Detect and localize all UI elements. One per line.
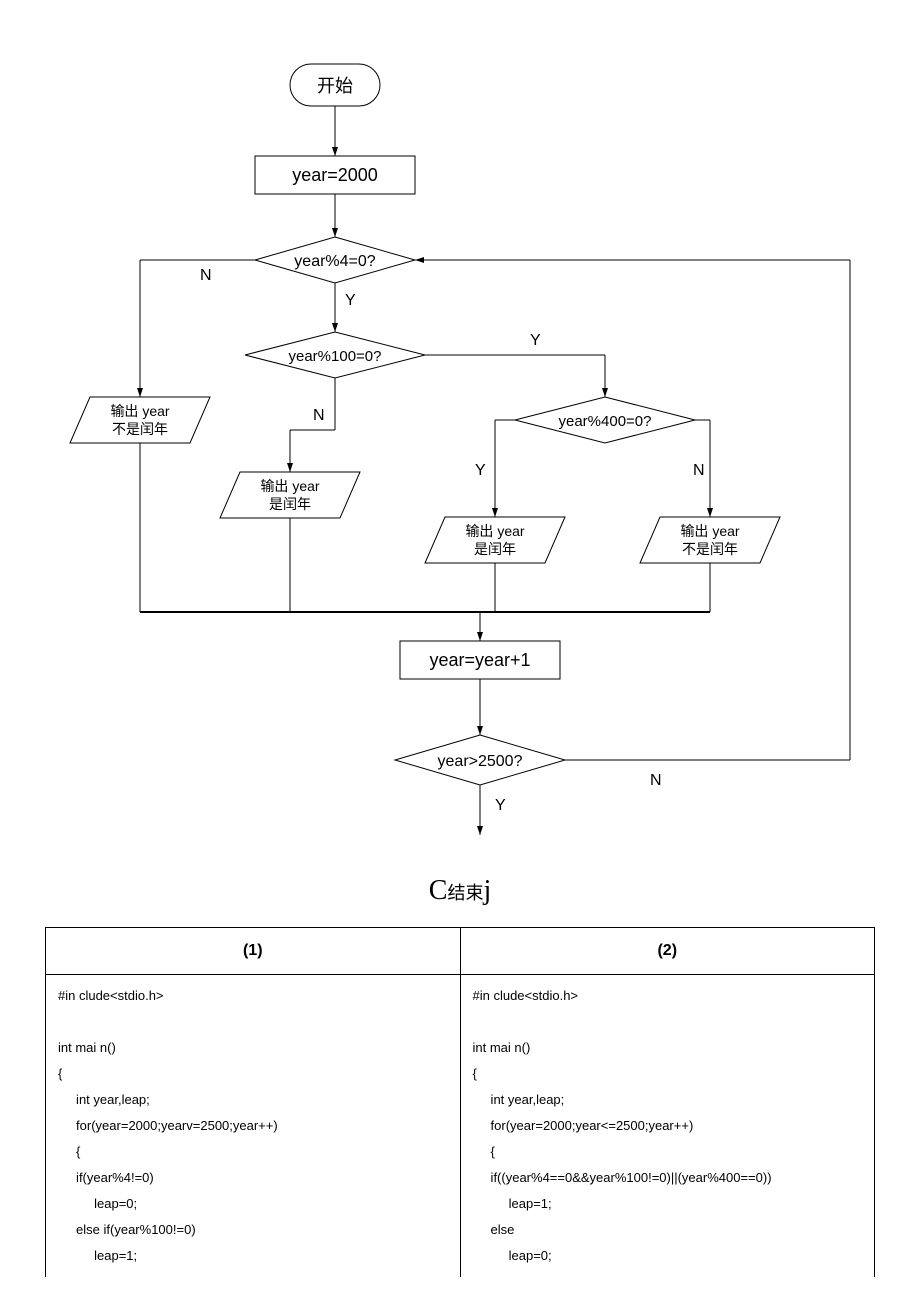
node-out-leap-right: 输出 year 是闰年 — [425, 517, 565, 563]
svg-text:Y: Y — [495, 797, 506, 814]
svg-text:year>2500?: year>2500? — [438, 753, 523, 770]
svg-text:N: N — [313, 407, 325, 424]
code-header-1: (1) — [46, 928, 461, 975]
svg-text:开始: 开始 — [317, 76, 353, 96]
svg-text:是闰年: 是闰年 — [474, 541, 516, 557]
svg-text:year=2000: year=2000 — [292, 165, 378, 185]
svg-text:Y: Y — [475, 462, 486, 479]
node-increment: year=year+1 — [400, 641, 560, 679]
svg-text:N: N — [650, 772, 662, 789]
svg-text:输出 year: 输出 year — [110, 403, 169, 419]
svg-text:N: N — [200, 267, 212, 284]
svg-text:N: N — [693, 462, 705, 479]
svg-text:Y: Y — [530, 332, 541, 349]
node-out-notleap-left: 输出 year 不是闰年 — [70, 397, 210, 443]
node-d2500: year>2500? — [395, 735, 565, 785]
code-comparison-table: (1) (2) #in clude<stdio.h> int mai n() {… — [45, 927, 875, 1277]
svg-text:输出 year: 输出 year — [465, 523, 524, 539]
node-start: 开始 — [290, 64, 380, 106]
node-d400: year%400=0? — [515, 397, 695, 443]
code-header-2: (2) — [460, 928, 875, 975]
code-block-2: #in clude<stdio.h> int mai n() { int yea… — [473, 983, 863, 1269]
svg-text:year%4=0?: year%4=0? — [294, 253, 375, 270]
svg-text:不是闰年: 不是闰年 — [682, 541, 738, 557]
node-out-leap-center: 输出 year 是闰年 — [220, 472, 360, 518]
node-out-notleap-right: 输出 year 不是闰年 — [640, 517, 780, 563]
svg-text:输出 year: 输出 year — [680, 523, 739, 539]
svg-text:year%400=0?: year%400=0? — [559, 413, 652, 430]
svg-text:year%100=0?: year%100=0? — [289, 348, 382, 365]
svg-text:输出 year: 输出 year — [260, 478, 319, 494]
svg-text:是闰年: 是闰年 — [269, 496, 311, 512]
node-init: year=2000 — [255, 156, 415, 194]
node-d4: year%4=0? — [255, 237, 415, 283]
leap-year-flowchart: 开始 year=2000 year%4=0? N Y year%100=0? Y… — [0, 0, 920, 860]
svg-text:不是闰年: 不是闰年 — [112, 421, 168, 437]
node-d100: year%100=0? — [245, 332, 425, 378]
svg-text:year=year+1: year=year+1 — [429, 650, 530, 670]
svg-text:Y: Y — [345, 292, 356, 309]
end-label: C结束j — [0, 875, 920, 907]
code-block-1: #in clude<stdio.h> int mai n() { int yea… — [58, 983, 448, 1269]
